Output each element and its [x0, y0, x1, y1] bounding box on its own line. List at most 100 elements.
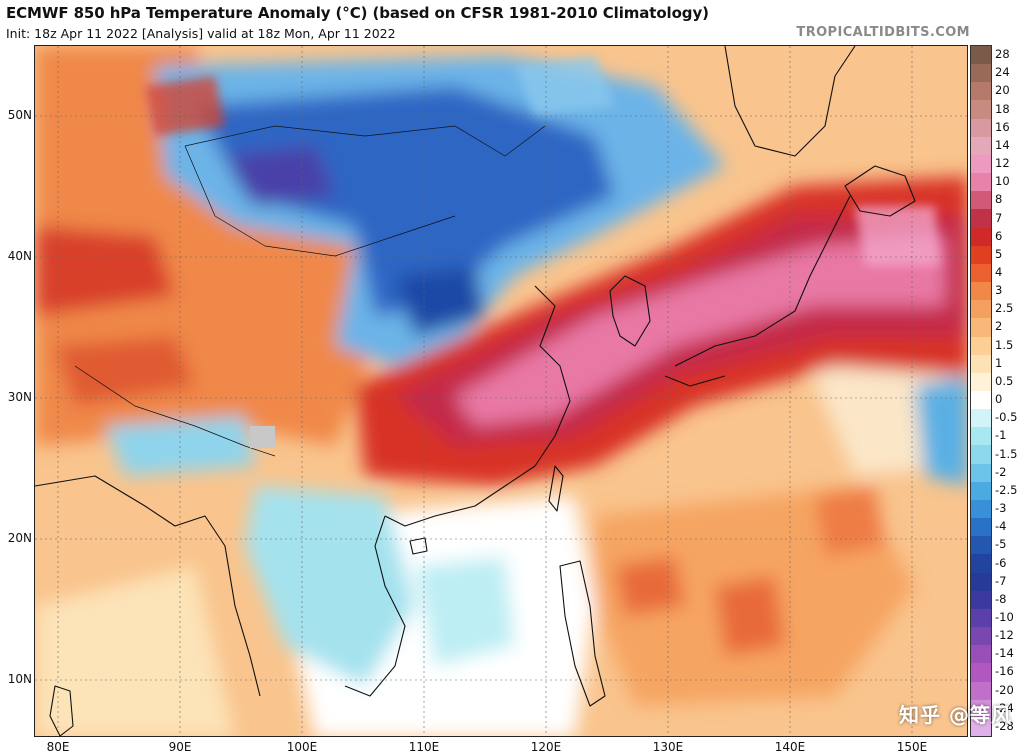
colorbar-cell [971, 136, 991, 156]
watermark: 知乎 @等风 [899, 703, 1012, 727]
warm-band-core [455, 236, 945, 426]
colorbar-cell [971, 318, 991, 338]
colorbar-cell [971, 663, 991, 683]
colorbar-label: -4 [995, 519, 1007, 534]
colorbar-cell [971, 699, 991, 719]
lon-label-130e: 130E [652, 740, 684, 754]
colorbar-label: -8 [995, 591, 1007, 606]
colorbar-cell [971, 572, 991, 592]
colorbar-cell [971, 499, 991, 519]
colorbar-cell [971, 64, 991, 83]
coastlines [35, 46, 916, 736]
colorbar-cell [971, 300, 991, 319]
colorbar-label: -28 [995, 718, 1014, 733]
lon-label-120e: 120E [530, 740, 562, 754]
tibet-warm-core [55, 336, 195, 406]
japan-sea-warm-core [855, 206, 940, 266]
colorbar-label: -20 [995, 682, 1014, 697]
colorbar-cell [971, 100, 991, 120]
lon-label-80e: 80E [46, 740, 70, 754]
lon-label-90e: 90E [168, 740, 192, 754]
colorbar-label: 24 [995, 65, 1010, 80]
colorbar-label: -24 [995, 700, 1014, 715]
colorbar [970, 45, 992, 737]
lon-label-150e: 150E [896, 740, 928, 754]
colorbar-cell [971, 717, 991, 737]
lon-label-100e: 100E [286, 740, 318, 754]
colorbar-cell [971, 481, 991, 501]
colorbar-cell [971, 391, 991, 410]
colorbar-label: 2.5 [995, 301, 1014, 316]
colorbar-label: 1.5 [995, 337, 1014, 352]
site-credit: TROPICALTIDBITS.COM [796, 25, 970, 40]
colorbar-cell [971, 608, 991, 628]
colorbar-label: 1 [995, 355, 1003, 370]
colorbar-label: -5 [995, 537, 1007, 552]
bay-of-bengal-field [35, 566, 235, 736]
cold-zone-south [395, 266, 485, 336]
colorbar-cell [971, 463, 991, 483]
west-warm-streak [145, 76, 225, 136]
colorbar-label: 3 [995, 283, 1003, 298]
scs-cool [415, 556, 515, 666]
pacific-warm-spot-1 [615, 556, 685, 616]
indochina-cool [245, 486, 415, 686]
colorbar-cell [971, 445, 991, 465]
graticule [35, 46, 967, 736]
colorbar-label: 2 [995, 319, 1003, 334]
colorbar-label: -3 [995, 501, 1007, 516]
colorbar-label: 10 [995, 174, 1010, 189]
pacific-warm-spot-3 [815, 486, 885, 556]
colorbar-cell [971, 173, 991, 192]
colorbar-label: 12 [995, 156, 1010, 171]
colorbar-label: 18 [995, 101, 1010, 116]
colorbar-cell [971, 191, 991, 210]
colorbar-label: 28 [995, 47, 1010, 62]
colorbar-cell [971, 154, 991, 174]
cold-zone-deep [225, 146, 335, 206]
colorbar-cell [971, 681, 991, 701]
colorbar-label: -16 [995, 664, 1014, 679]
colorbar-label: 20 [995, 83, 1010, 98]
colorbar-cell [971, 82, 991, 101]
colorbar-label: -1.5 [995, 446, 1018, 461]
lon-label-140e: 140E [774, 740, 806, 754]
east-pacific-cool [915, 376, 967, 486]
cold-zone-core [195, 86, 615, 316]
lon-label-110e: 110E [408, 740, 440, 754]
manchuria-cool [515, 56, 615, 116]
colorbar-label: 6 [995, 228, 1003, 243]
colorbar-label: -2.5 [995, 482, 1018, 497]
lat-label-50n: 50N [7, 108, 32, 122]
missing-data-block [250, 426, 275, 448]
colorbar-cell [971, 227, 991, 247]
colorbar-label: 4 [995, 264, 1003, 279]
colorbar-label: -14 [995, 646, 1014, 661]
colorbar-cell [971, 536, 991, 555]
colorbar-cell [971, 209, 991, 229]
colorbar-cell [971, 336, 991, 356]
map-subtitle: Init: 18z Apr 11 2022 [Analysis] valid a… [6, 26, 396, 41]
colorbar-label: -10 [995, 609, 1014, 624]
colorbar-label: 16 [995, 119, 1010, 134]
anomaly-map [34, 45, 968, 737]
colorbar-cell [971, 427, 991, 446]
lat-label-40n: 40N [7, 249, 32, 263]
colorbar-label: -7 [995, 573, 1007, 588]
lat-label-30n: 30N [7, 390, 32, 404]
colorbar-label: 5 [995, 246, 1003, 261]
colorbar-cell [971, 118, 991, 138]
colorbar-label: 14 [995, 137, 1010, 152]
colorbar-label: 0 [995, 392, 1003, 407]
pacific-warm-spot-2 [715, 576, 785, 656]
colorbar-cell [971, 627, 991, 646]
colorbar-cell [971, 282, 991, 301]
lat-label-10n: 10N [7, 672, 32, 686]
colorbar-cell [971, 645, 991, 664]
colorbar-cell [971, 46, 991, 65]
map-title: ECMWF 850 hPa Temperature Anomaly (°C) (… [6, 4, 709, 22]
tarim-warm-core [35, 226, 175, 316]
colorbar-cell [971, 245, 991, 265]
colorbar-cell [971, 354, 991, 374]
colorbar-label: -12 [995, 628, 1014, 643]
